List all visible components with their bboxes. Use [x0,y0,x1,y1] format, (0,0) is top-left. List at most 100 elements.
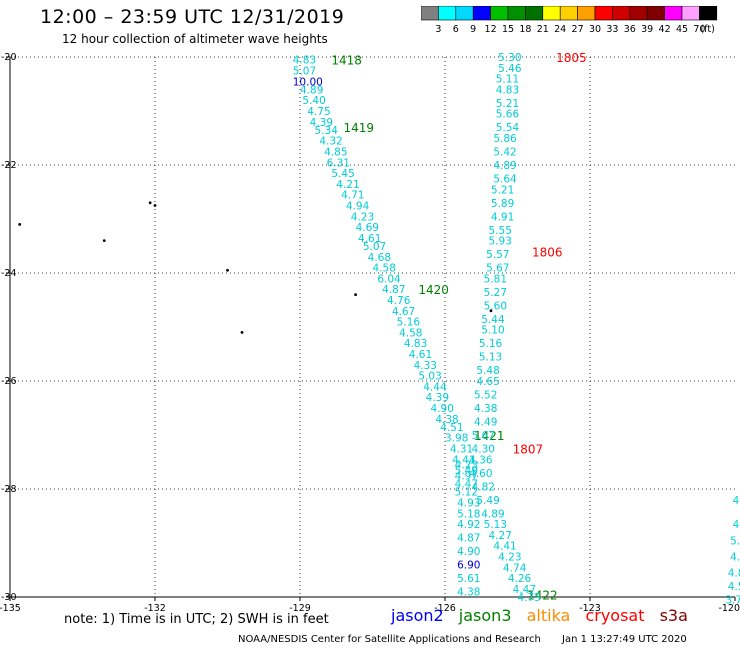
scale-label: 24 [554,24,566,35]
wave-height-value: 4.38 [457,587,480,599]
wave-height-value: 4.49 [474,417,497,429]
wave-height-value: 4.39 [310,117,333,129]
island-marker [240,331,244,334]
pass-time-label: 1807 [513,443,544,457]
wave-height-value: 4.75 [307,106,330,118]
scale-label: 45 [676,24,688,35]
island-marker [148,201,152,205]
wave-height-value: 4.83 [404,338,427,350]
wave-height-value: 4.76 [387,295,411,307]
wave-height-value: 4.97 [455,471,478,483]
wave-height-value: 4.65 [476,376,499,388]
pass-time-label: 1418 [331,54,362,68]
wave-height-value: 4.26 [508,573,532,585]
wave-height-value: 4.44 [423,381,447,393]
scale-label: 33 [606,24,618,35]
wave-height-value: 5.67 [472,430,495,442]
island-marker [102,239,106,243]
wave-height-value: 4.61 [358,233,381,245]
wave-height-value: 4.90 [457,546,480,558]
island-marker [489,309,493,313]
pass-time-label: 1421 [474,429,505,443]
island-marker [18,223,22,226]
wave-height-value: 6.04 [377,273,401,285]
wave-height-value: 5.44 [481,314,505,326]
lat-tick-label: -30 [1,592,17,603]
wave-height-value: 5.03 [418,371,441,383]
wave-height-value: 5.57 [486,249,509,261]
wave-height-value: 4.58 [399,327,422,339]
wave-height-value: 4.38 [474,403,497,415]
wave-height-value: 4.6 [730,552,740,564]
wave-height-value: 5.61 [457,573,480,585]
wave-height-value: 4.47 [455,479,478,491]
wave-height-value: 5.11 [496,74,519,86]
pass-time-label: 1805 [556,51,587,65]
island-marker [226,268,229,272]
page-subtitle: 12 hour collection of altimeter wave hei… [62,32,328,46]
wave-height-value: 4.75 [518,592,541,604]
wave-height-value: 4.83 [293,55,316,67]
wave-height-value: 5.54 [496,122,520,134]
legend-cryosat: cryosat [585,606,645,625]
wave-height-value: 4.23 [351,211,374,223]
wave-height-value: 4.92 [457,519,480,531]
wave-height-value: 5.48 [476,365,499,377]
scale-label: 15 [502,24,514,35]
wave-height-value: 5.07 [293,66,316,78]
wave-height-value: 5.49 [476,495,499,507]
wave-height-value: 3.98 [445,433,468,445]
legend-jason3: jason3 [458,606,512,625]
wave-height-value: 4.33 [414,360,437,372]
wave-height-value: 4.58 [373,263,396,275]
scale-label: 3 [435,24,441,35]
wave-height-value: 5.21 [491,184,514,196]
wave-height-value: 5.66 [496,109,520,121]
wave-height-value: 5.30 [498,52,521,64]
lat-tick-label: -24 [1,268,17,279]
pass-time-label: 1419 [344,121,375,135]
wave-height-value: 5.81 [484,273,507,285]
scale-swatch [699,6,718,21]
wave-height-value: 4.38 [435,414,458,426]
color-scale: 3 6 9 12 15 18 21 24 27 30 33 36 39 42 45 70(ft) [421,6,718,35]
wave-height-value: 5.93 [489,236,512,248]
wave-height-value: 4.9 [733,519,740,531]
wave-height-value: 5.13 [479,352,502,364]
wave-height-value: 4.91 [491,211,514,223]
wave-height-value: 4.71 [341,190,364,202]
scale-label: 12 [485,24,497,35]
wave-height-value: 5.07 [363,241,386,253]
lon-tick-label: -132 [144,603,166,614]
wave-height-value: 4.74 [503,562,527,574]
wave-height-value: 4.23 [498,552,521,564]
island-marker [354,293,357,296]
wave-height-value: 4.87 [382,284,405,296]
scale-label: 9 [470,24,476,35]
wave-height-value: 4.61 [409,349,432,361]
wave-height-value: 5.27 [484,287,507,299]
wave-height-value: 6.31 [327,157,350,169]
wave-height-value: 4.89 [481,508,504,520]
scale-label: 21 [537,24,549,35]
wave-height-value: 4.80 [728,568,740,580]
scale-label: 70 [693,24,705,35]
scale-label: 6 [453,24,459,35]
wave-height-value: 4.60 [469,468,492,480]
lat-tick-label: -20 [1,52,17,63]
wave-height-value: 4.69 [356,222,379,234]
wave-height-value: 4.21 [336,179,359,191]
wave-height-value: 5.64 [493,174,517,186]
wave-height-value: 5.13 [484,519,507,531]
legend-jason2: jason2 [391,606,444,625]
wave-height-value: 5.0 [730,535,740,547]
wave-height-value: 5.67 [486,263,509,275]
wave-height-value: 4.67 [392,306,415,318]
wave-height-value: 4.41 [452,454,475,466]
legend-s3a: s3a [659,606,688,625]
pass-time-label: 1422 [527,588,558,602]
wave-height-value: 4.89 [300,84,323,96]
wave-height-value: 5.18 [457,508,480,520]
generated-timestamp: Jan 1 13:27:49 UTC 2020 [562,634,687,645]
satellite-legend: jason2 jason3 altika cryosat s3a [391,606,698,625]
